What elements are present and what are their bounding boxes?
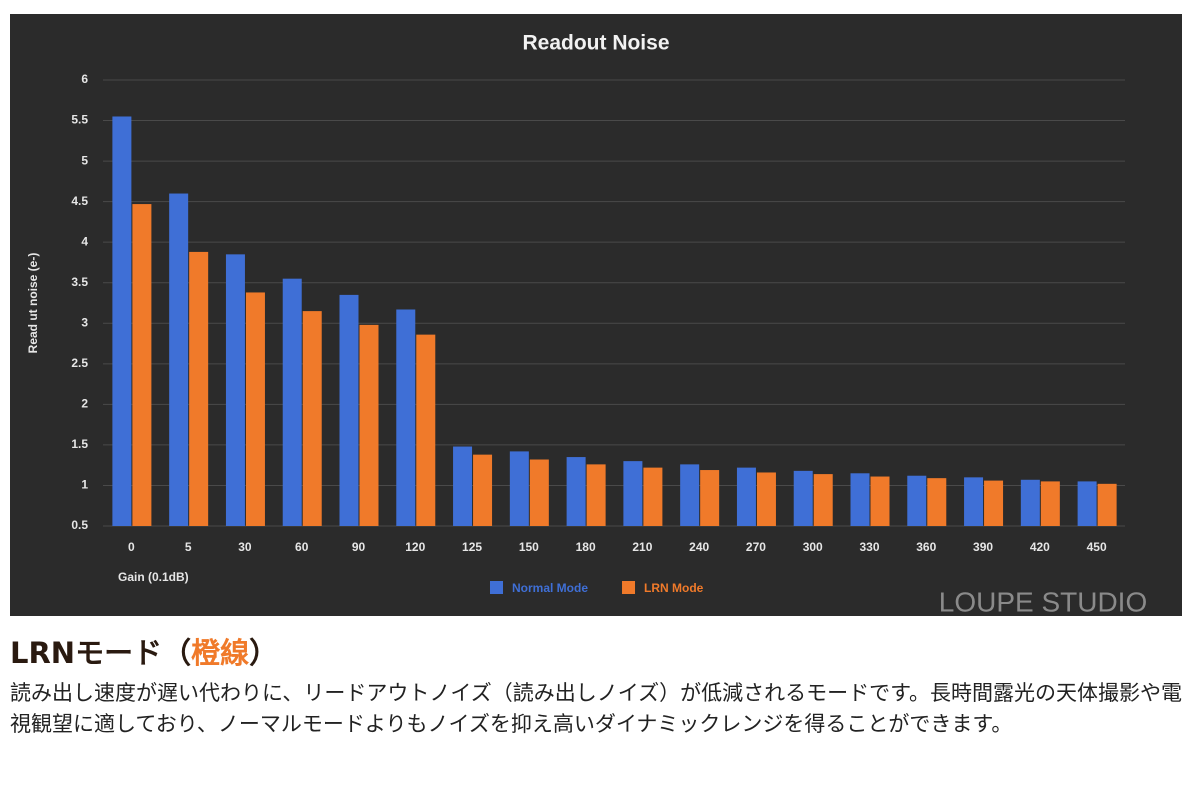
y-tick-label: 1 xyxy=(81,478,88,492)
bar xyxy=(132,204,152,526)
heading-text: ） xyxy=(249,636,279,670)
bar xyxy=(964,477,984,526)
legend-swatch xyxy=(490,581,503,594)
x-tick-label: 0 xyxy=(128,540,135,554)
y-tick-label: 5 xyxy=(81,153,88,167)
bar xyxy=(302,311,322,526)
bar xyxy=(359,324,379,526)
bar xyxy=(850,473,870,526)
x-tick-label: 125 xyxy=(462,540,482,554)
x-tick-label: 60 xyxy=(295,540,309,554)
x-axis-label: Gain (0.1dB) xyxy=(118,570,189,584)
bar xyxy=(225,254,245,526)
bar xyxy=(680,464,700,526)
x-tick-label: 390 xyxy=(973,540,993,554)
bar xyxy=(984,480,1004,526)
watermark: LOUPE STUDIO xyxy=(939,586,1147,617)
x-tick-label: 210 xyxy=(632,540,652,554)
bar xyxy=(870,476,890,526)
bar xyxy=(396,309,416,526)
bar xyxy=(189,251,209,526)
y-tick-label: 4.5 xyxy=(71,194,88,208)
x-tick-label: 90 xyxy=(352,540,366,554)
chart-title: Readout Noise xyxy=(522,32,669,55)
x-tick-label: 360 xyxy=(916,540,936,554)
legend-label: LRN Mode xyxy=(644,581,704,595)
x-tick-label: 270 xyxy=(746,540,766,554)
x-tick-label: 150 xyxy=(519,540,539,554)
x-tick-label: 450 xyxy=(1087,540,1107,554)
bar xyxy=(453,446,473,526)
bar xyxy=(529,459,549,526)
heading-text: LRNモード（ xyxy=(10,636,192,670)
bar xyxy=(907,475,927,526)
bar xyxy=(282,278,302,526)
bar xyxy=(756,472,776,526)
bar xyxy=(509,451,529,526)
bar xyxy=(169,193,189,526)
x-tick-label: 180 xyxy=(576,540,596,554)
bar xyxy=(927,478,947,526)
y-tick-label: 0.5 xyxy=(71,518,88,532)
bar xyxy=(586,464,606,526)
x-tick-label: 120 xyxy=(405,540,425,554)
body-text: 読み出し速度が遅い代わりに、リードアウトノイズ（読み出しノイズ）が低減されるモー… xyxy=(10,681,1183,736)
bar xyxy=(245,292,265,526)
x-tick-label: 300 xyxy=(803,540,823,554)
bar xyxy=(793,470,813,526)
bar xyxy=(339,294,359,526)
bar xyxy=(700,470,720,526)
bar xyxy=(473,454,493,526)
x-tick-label: 330 xyxy=(859,540,879,554)
bar xyxy=(566,457,586,526)
y-tick-label: 5.5 xyxy=(71,113,88,127)
heading: LRNモード（橙線） xyxy=(10,630,278,672)
y-tick-label: 3.5 xyxy=(71,275,88,289)
bar xyxy=(623,461,643,526)
x-tick-label: 5 xyxy=(185,540,192,554)
legend-label: Normal Mode xyxy=(512,581,588,595)
bar xyxy=(643,467,663,526)
bar xyxy=(1077,481,1097,526)
bar xyxy=(1097,483,1117,526)
y-axis-label: Read ut noise (e-) xyxy=(26,253,40,354)
y-tick-label: 6 xyxy=(81,72,88,86)
heading-accent: 橙線 xyxy=(191,636,250,670)
x-tick-label: 420 xyxy=(1030,540,1050,554)
x-tick-label: 240 xyxy=(689,540,709,554)
bar xyxy=(112,116,132,526)
y-tick-label: 4 xyxy=(81,234,88,248)
bar xyxy=(1020,479,1040,526)
bar xyxy=(416,334,436,526)
bar xyxy=(813,474,833,526)
bar xyxy=(736,467,756,526)
bar xyxy=(1040,481,1060,526)
y-tick-label: 2.5 xyxy=(71,356,88,370)
y-tick-label: 3 xyxy=(81,315,88,329)
legend-swatch xyxy=(622,581,636,594)
y-tick-label: 1.5 xyxy=(71,437,88,451)
x-tick-label: 30 xyxy=(238,540,252,554)
y-tick-label: 2 xyxy=(81,397,88,411)
chart: Readout Noise Read ut noise (e-) Gain (0… xyxy=(10,14,1182,617)
